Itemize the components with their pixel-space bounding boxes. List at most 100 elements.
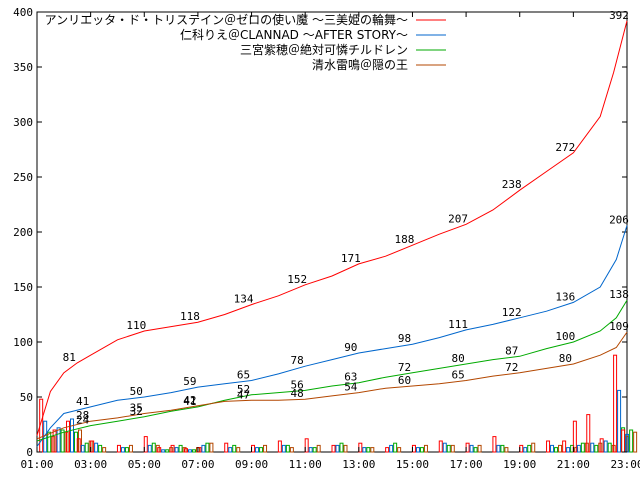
bar <box>633 431 638 453</box>
data-label: 41 <box>183 395 196 408</box>
bar <box>343 444 348 453</box>
bar <box>170 444 175 453</box>
axis-layer: 0 50 100 150 200 250 300 350 400 01:00 03:00 05:00 0… <box>13 6 640 471</box>
data-label: 81 <box>63 351 76 364</box>
x-tick-label: 09:00 <box>235 458 268 471</box>
bar <box>550 444 555 453</box>
bar <box>562 440 567 453</box>
bar <box>178 444 183 453</box>
bar <box>277 440 282 453</box>
bar <box>161 449 166 453</box>
bar <box>599 438 604 453</box>
bar <box>621 429 626 453</box>
bar <box>192 449 196 453</box>
bar <box>607 442 612 453</box>
bar <box>629 429 634 453</box>
labels-layer: 81 110 118 134 152 171 188 207 238 272 392 41 50 59 65… <box>63 9 629 427</box>
bar <box>442 442 447 453</box>
bar <box>370 447 375 453</box>
y-tick-label: 100 <box>13 336 33 349</box>
bar <box>84 442 89 453</box>
data-label: 60 <box>398 374 411 387</box>
bar <box>228 447 233 453</box>
data-label: 80 <box>451 352 464 365</box>
data-label: 171 <box>341 252 361 265</box>
bar <box>120 447 125 453</box>
data-label: 100 <box>555 330 575 343</box>
bar <box>366 447 371 453</box>
data-label: 42 <box>183 394 196 407</box>
bar <box>613 354 618 453</box>
bar <box>66 420 70 453</box>
legend-entry-label: アンリエッタ・ド・トリステイン＠ゼロの使い魔 〜三美姫の輪舞〜 <box>45 12 408 27</box>
x-tick-label: 15:00 <box>396 458 429 471</box>
data-label: 54 <box>344 381 358 394</box>
bar <box>594 444 599 453</box>
x-tick-label: 03:00 <box>74 458 107 471</box>
y-tick-label: 350 <box>13 61 33 74</box>
bar <box>438 440 443 453</box>
y-tick-label: 50 <box>20 391 33 404</box>
bar <box>331 444 336 453</box>
bar <box>473 447 478 453</box>
data-label: 109 <box>609 320 629 333</box>
bar <box>56 427 61 453</box>
bars-layer <box>39 354 638 453</box>
data-label: 90 <box>344 341 357 354</box>
data-label: 138 <box>609 288 629 301</box>
data-label: 207 <box>448 212 468 225</box>
bar <box>263 444 268 453</box>
data-label: 87 <box>505 344 518 357</box>
bar <box>255 447 260 453</box>
legend-entry-label: 仁科りえ＠CLANNAD 〜AFTER STORY〜 <box>180 28 408 42</box>
series-line <box>36 225 628 447</box>
bar <box>492 436 497 453</box>
bar <box>90 440 95 453</box>
data-label: 206 <box>609 213 629 226</box>
data-label: 28 <box>76 409 89 422</box>
bar <box>546 440 551 453</box>
bar <box>98 444 103 453</box>
data-label: 65 <box>451 369 464 382</box>
bar <box>124 447 129 453</box>
y-tick-label: 250 <box>13 171 33 184</box>
data-label: 48 <box>291 387 304 400</box>
bar <box>201 444 206 453</box>
bar <box>143 436 148 453</box>
bar <box>423 444 428 453</box>
data-label: 272 <box>555 141 575 154</box>
x-tick-label: 19:00 <box>503 458 536 471</box>
data-label: 152 <box>287 273 307 286</box>
bar <box>385 447 390 453</box>
bar <box>224 442 229 453</box>
series-line <box>36 331 628 440</box>
bar <box>504 447 509 453</box>
bar <box>70 418 74 453</box>
bar <box>580 442 585 453</box>
bar <box>209 442 214 453</box>
bar <box>184 448 188 453</box>
bar <box>52 429 57 453</box>
legend-entry-label: 三宮紫穂＠絶対可憐チルドレン <box>240 42 408 57</box>
legend: アンリエッタ・ド・トリステイン＠ゼロの使い魔 〜三美姫の輪舞〜仁科りえ＠CLAN… <box>45 12 446 72</box>
bar <box>151 442 156 453</box>
data-label: 188 <box>395 233 415 246</box>
bar <box>304 438 309 453</box>
bar <box>47 431 52 453</box>
bar <box>566 447 571 453</box>
bar <box>531 442 536 453</box>
data-label: 80 <box>559 352 572 365</box>
bar <box>450 444 455 453</box>
bar <box>603 440 608 453</box>
bar <box>308 447 313 453</box>
bar <box>232 444 237 453</box>
bar <box>576 444 581 453</box>
bar <box>554 447 559 453</box>
bar <box>415 447 420 453</box>
bar <box>128 444 133 453</box>
y-tick-label: 150 <box>13 281 33 294</box>
bar <box>285 444 290 453</box>
bar <box>523 447 528 453</box>
data-label: 111 <box>448 318 468 331</box>
bar <box>281 444 286 453</box>
